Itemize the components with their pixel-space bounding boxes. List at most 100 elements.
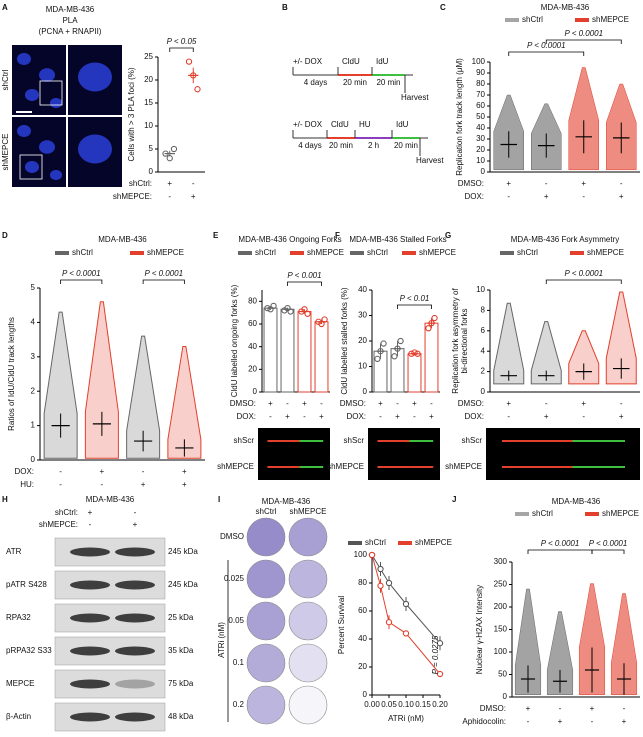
x-axis-label: ATRi (nM) <box>388 714 424 723</box>
y-tick-label: 40 <box>476 123 485 132</box>
plate-column: shMEPCE <box>290 507 327 516</box>
data-point <box>425 325 432 332</box>
panel-letter: A <box>2 3 8 12</box>
legend-label: shMEPCE <box>602 509 639 518</box>
condition-mark: - <box>303 412 306 421</box>
colony-plate <box>246 685 286 725</box>
treatment-label: HU <box>359 120 371 129</box>
harvest-label: Harvest <box>401 93 429 102</box>
condition-mark: + <box>619 412 624 421</box>
image-label: shCtrl <box>1 69 10 90</box>
y-tick-label: 60 <box>476 101 485 110</box>
blot-band <box>70 712 110 722</box>
zoom-box <box>19 154 43 180</box>
x-tick-label: 0.00 <box>364 700 380 709</box>
condition-label: shMEPCE: <box>113 192 152 201</box>
x-tick-label: 0.20 <box>432 700 448 709</box>
significance-bracket <box>527 549 593 554</box>
colony-plate <box>246 643 286 683</box>
dot-cloud <box>126 335 161 459</box>
y-tick-label: 0 <box>149 167 154 176</box>
legend-swatch <box>398 541 412 545</box>
harvest-label: Harvest <box>416 156 444 165</box>
duration-label: 4 days <box>298 141 322 150</box>
y-tick-label: 30 <box>358 311 367 320</box>
legend-swatch <box>570 251 584 255</box>
p-value: P < 0.0001 <box>144 269 183 278</box>
condition-label: Aphidocolin: <box>462 717 506 726</box>
condition-label: DOX: <box>464 192 484 201</box>
legend-label: shMEPCE <box>419 248 456 257</box>
condition-mark: + <box>429 412 434 421</box>
y-tick-label: 100 <box>354 550 368 559</box>
panel-letter: H <box>2 495 8 504</box>
condition-label: shCtrl: <box>55 508 78 517</box>
condition-mark: - <box>430 399 433 408</box>
condition-mark: - <box>582 412 585 421</box>
y-axis-label: CldU labelled stalled forks (%) <box>340 287 349 394</box>
legend-swatch <box>505 18 519 22</box>
y-axis-label: Cells with > 3 PLA foci (%) <box>127 67 136 161</box>
colony-plate <box>246 559 286 599</box>
band-size: 48 kDa <box>168 712 194 721</box>
y-tick-label: 0 <box>363 690 368 699</box>
y-tick-label: 40 <box>358 285 367 294</box>
nucleus <box>17 125 31 137</box>
dot-cloud <box>610 593 638 695</box>
blot-band <box>115 679 155 689</box>
nucleus <box>50 97 62 109</box>
significance-bracket <box>545 39 622 44</box>
dot-cloud <box>530 321 562 385</box>
colony-plate <box>246 517 286 557</box>
condition-mark: + <box>506 179 511 188</box>
condition-mark: + <box>619 192 624 201</box>
y-tick-label: 90 <box>476 68 485 77</box>
data-point <box>402 630 410 637</box>
panel-letter: D <box>2 231 8 240</box>
data-point <box>431 314 438 322</box>
plate-row: 0.2 <box>233 700 245 709</box>
y-tick-label: 10 <box>476 285 485 294</box>
band-name: MEPCE <box>6 679 34 688</box>
p-value: P < 0.0001 <box>564 269 603 278</box>
condition-mark: + <box>100 467 105 476</box>
condition-mark: - <box>507 192 510 201</box>
y-tick-label: 10 <box>476 156 485 165</box>
y-tick-label: 6 <box>481 326 486 335</box>
chart-title: MDA-MB-436 Ongoing Forks <box>238 235 341 244</box>
y-tick-label: 4 <box>31 318 36 327</box>
condition-label: shCtrl: <box>129 179 152 188</box>
legend-label: shCtrl <box>72 248 93 257</box>
legend-label: shMEPCE <box>592 15 629 24</box>
data-point <box>436 640 444 647</box>
condition-mark: - <box>527 717 530 726</box>
dot-cloud <box>605 291 637 385</box>
y-axis-label: CldU labelled ongoing forks (%) <box>230 284 239 397</box>
legend-swatch <box>55 251 69 255</box>
condition-mark: + <box>182 480 187 489</box>
condition-label: DMSO: <box>230 399 256 408</box>
condition-mark: - <box>591 717 594 726</box>
colony-plate <box>288 601 328 641</box>
y-tick-label: 15 <box>144 98 153 107</box>
data-point <box>397 337 404 345</box>
data-point <box>377 582 384 589</box>
y-tick-label: 100 <box>494 647 508 656</box>
panel-letter: B <box>282 3 288 12</box>
treatment-label: +/- DOX <box>293 120 323 129</box>
nucleus <box>78 62 112 92</box>
data-point <box>166 155 173 162</box>
p-value: P < 0.0001 <box>589 539 628 548</box>
panel-letter: G <box>445 231 451 240</box>
nucleus <box>17 53 31 65</box>
condition-mark: - <box>620 179 623 188</box>
significance-bracket <box>287 281 322 286</box>
image-title: MDA-MB-436 <box>46 5 95 14</box>
condition-mark: - <box>545 399 548 408</box>
condition-mark: + <box>558 717 563 726</box>
condition-mark: + <box>544 192 549 201</box>
significance-bracket <box>591 549 625 554</box>
panel-letter: C <box>440 3 446 12</box>
panel-letter: E <box>213 231 219 240</box>
condition-mark: + <box>590 704 595 713</box>
